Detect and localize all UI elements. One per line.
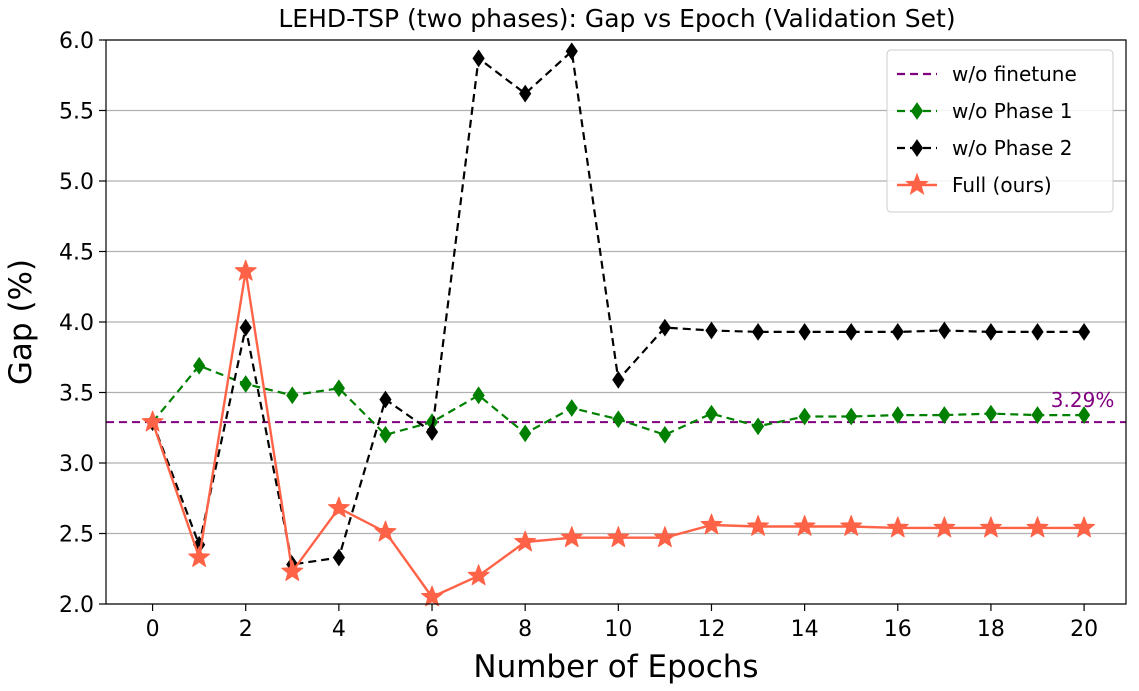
series-full-ours [141, 259, 1095, 607]
data-point [840, 515, 863, 536]
data-point [193, 356, 206, 375]
data-point [933, 516, 956, 538]
data-point [612, 410, 625, 429]
legend-swatch-marker [910, 139, 924, 157]
data-point [1077, 322, 1091, 341]
legend-swatch-marker [910, 102, 924, 120]
data-point [519, 84, 532, 103]
data-point [1077, 406, 1091, 424]
reference-line-label: 3.29% [1051, 388, 1115, 412]
legend-label: w/o Phase 1 [952, 99, 1073, 123]
data-point [845, 407, 858, 426]
data-point [658, 318, 672, 337]
data-point [565, 42, 578, 61]
data-point [607, 526, 630, 548]
y-tick-label: 4.5 [59, 241, 94, 266]
x-tick-label: 6 [425, 617, 439, 642]
data-point [980, 516, 1002, 538]
data-point [984, 404, 998, 423]
data-point [281, 560, 304, 581]
data-point [747, 515, 769, 536]
x-tick-label: 20 [1070, 617, 1098, 642]
y-tick-label: 3.5 [59, 382, 94, 407]
legend-swatch-marker [905, 172, 929, 196]
data-point [379, 425, 392, 444]
data-point [984, 322, 998, 341]
data-point [891, 406, 904, 424]
x-tick-label: 14 [791, 617, 819, 642]
data-point [560, 526, 583, 548]
data-point [332, 379, 345, 398]
x-tick-label: 0 [146, 617, 160, 642]
x-axis-title: Number of Epochs [473, 649, 758, 685]
data-point [845, 322, 858, 341]
data-point [705, 404, 718, 423]
data-point [519, 424, 532, 443]
data-point [705, 321, 718, 340]
data-point [1073, 516, 1095, 538]
y-tick-label: 4.0 [59, 311, 94, 336]
y-tick-label: 5.0 [59, 170, 94, 195]
data-point [514, 530, 537, 552]
y-tick-label: 6.0 [59, 29, 94, 54]
legend-box [886, 49, 1114, 213]
legend: w/o finetune w/o Phase 1 w/o Phase 2 Full (… [886, 49, 1114, 213]
data-point [886, 516, 909, 538]
data-point [798, 322, 811, 341]
data-point [374, 520, 397, 542]
data-point [798, 407, 811, 426]
y-axis-title: Gap (%) [3, 259, 39, 385]
series-w-o-phase-1 [146, 356, 1091, 444]
x-tick-label: 2 [239, 617, 253, 642]
legend-label: w/o Phase 2 [952, 136, 1073, 160]
data-point [239, 375, 252, 393]
data-point [141, 410, 164, 432]
data-point [1031, 322, 1044, 341]
chart-title: LEHD-TSP (two phases): Gap vs Epoch (Val… [278, 4, 955, 33]
legend-label: w/o finetune [952, 62, 1077, 86]
data-point [938, 321, 951, 340]
data-point [472, 386, 485, 405]
x-tick-label: 8 [518, 617, 532, 642]
x-tick-label: 12 [697, 617, 725, 642]
data-point [700, 513, 723, 535]
data-point [891, 322, 904, 341]
data-point [332, 548, 345, 567]
data-point [1031, 406, 1044, 424]
data-point [1026, 516, 1049, 538]
data-point [425, 423, 439, 441]
data-point [612, 370, 625, 389]
series-line [151, 270, 1085, 599]
data-point [658, 425, 672, 444]
y-tick-label: 3.0 [59, 452, 94, 477]
x-tick-label: 10 [604, 617, 632, 642]
data-point [751, 417, 765, 436]
legend-label: Full (ours) [952, 173, 1052, 197]
x-axis-ticks: 0 2 4 6 8 10 12 14 16 18 20 [146, 604, 1098, 642]
x-tick-label: 4 [332, 617, 346, 642]
data-point [234, 259, 257, 281]
data-point [472, 49, 485, 68]
data-point [379, 390, 392, 409]
data-point [239, 318, 252, 337]
data-point [467, 564, 490, 586]
data-point [421, 585, 443, 607]
data-point [286, 386, 299, 405]
data-point [938, 406, 951, 424]
series-group [141, 42, 1095, 607]
data-point [653, 526, 676, 548]
data-point [751, 322, 765, 341]
x-tick-label: 18 [977, 617, 1005, 642]
y-tick-label: 2.5 [59, 523, 94, 548]
y-tick-label: 2.0 [59, 593, 94, 618]
x-tick-label: 16 [884, 617, 912, 642]
y-axis-ticks: 2.0 2.5 3.0 3.5 4.0 4.5 5.0 5.5 6.0 [59, 29, 106, 618]
data-point [327, 496, 350, 518]
data-point [793, 515, 816, 536]
data-point [565, 399, 578, 417]
y-tick-label: 5.5 [59, 100, 94, 125]
data-point [188, 546, 211, 567]
